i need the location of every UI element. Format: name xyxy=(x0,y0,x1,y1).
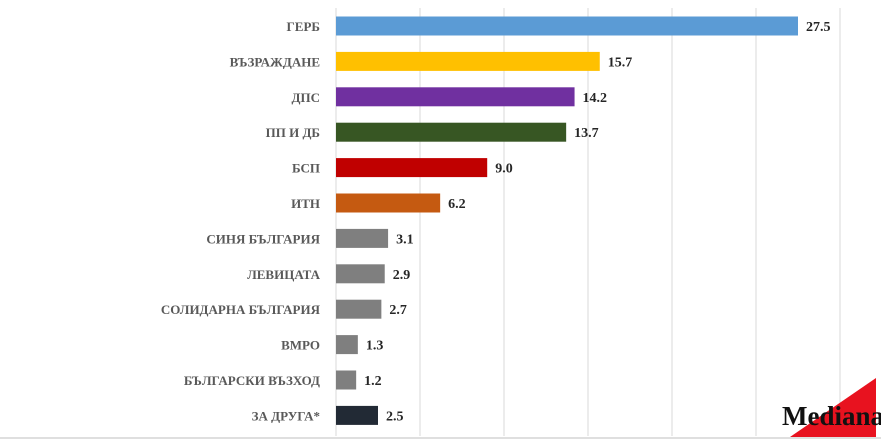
bar xyxy=(336,16,798,36)
category-label: ГЕРБ xyxy=(287,19,320,34)
category-label: СОЛИДАРНА БЪЛГАРИЯ xyxy=(161,302,321,317)
gridlines xyxy=(419,8,841,436)
bar xyxy=(336,122,567,142)
mediana-logo: Mediana xyxy=(782,378,881,437)
value-label: 2.7 xyxy=(389,303,407,318)
bar xyxy=(336,193,441,213)
value-label: 3.1 xyxy=(396,232,414,247)
value-label: 1.2 xyxy=(364,374,382,389)
bar xyxy=(336,299,382,319)
value-label: 6.2 xyxy=(448,197,466,212)
bar xyxy=(336,335,358,355)
category-label: БСП xyxy=(292,161,320,176)
value-labels: 27.5 15.7 14.2 13.7 9.0 6.2 3.1 2.9 2.7 1.3 1.2 2.5 xyxy=(364,20,830,424)
category-label: БЪЛГАРСКИ ВЪЗХОД xyxy=(184,373,320,388)
bar xyxy=(336,87,575,107)
logo-red-triangle xyxy=(790,378,876,437)
bar xyxy=(336,158,488,178)
logo-text: Mediana xyxy=(782,401,881,431)
bars xyxy=(336,16,798,425)
value-label: 15.7 xyxy=(608,55,633,70)
bar xyxy=(336,405,378,425)
value-label: 27.5 xyxy=(806,20,831,35)
category-label: ИТН xyxy=(291,196,320,211)
category-labels: ГЕРБ ВЪЗРАЖДАНЕ ДПС ПП И ДБ БСП ИТН СИНЯ БЪЛГА… xyxy=(161,19,321,423)
category-label: ЗА ДРУГА* xyxy=(252,408,320,423)
value-label: 13.7 xyxy=(574,126,599,141)
category-label: ПП И ДБ xyxy=(266,125,320,140)
value-label: 2.5 xyxy=(386,409,404,424)
category-label: ВМРО xyxy=(281,338,320,353)
value-label: 14.2 xyxy=(583,91,608,106)
bar xyxy=(336,370,357,390)
bar xyxy=(336,228,389,248)
bar xyxy=(336,51,600,71)
category-label: ВЪЗРАЖДАНЕ xyxy=(230,54,320,69)
value-label: 2.9 xyxy=(393,268,411,283)
category-label: ЛЕВИЦАТА xyxy=(247,267,321,282)
value-label: 1.3 xyxy=(366,339,384,354)
category-label: ДПС xyxy=(292,90,320,105)
bar xyxy=(336,264,385,284)
category-label: СИНЯ БЪЛГАРИЯ xyxy=(206,231,320,246)
value-label: 9.0 xyxy=(495,162,513,177)
